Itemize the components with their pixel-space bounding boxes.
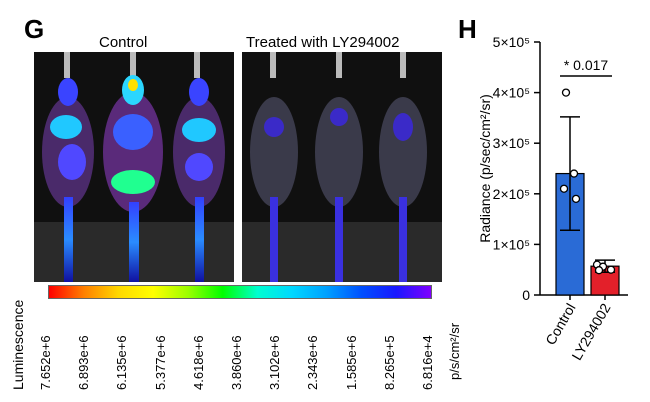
control-group-title: Control [99, 34, 148, 51]
control-mice-illustration [34, 52, 234, 282]
x-category-label: Control [542, 301, 578, 348]
control-bioluminescence-image [34, 52, 234, 282]
treated-mice-illustration [242, 52, 442, 282]
treated-bioluminescence-image [242, 52, 442, 282]
data-point [606, 265, 616, 274]
y-tick-label: 4×10⁵ [493, 85, 530, 101]
y-tick-label: 2×10⁵ [493, 186, 530, 202]
panel-g-letter: G [24, 14, 45, 44]
y-axis-label: Radiance (p/sec/cm²/sr) [477, 94, 493, 243]
luminescence-colorbar [48, 285, 432, 299]
data-point [561, 88, 571, 97]
significance-label: * 0.017 [564, 57, 609, 73]
y-tick-label: 3×10⁵ [493, 135, 530, 151]
y-tick-label: 5×10⁵ [493, 34, 530, 50]
treated-group-title: Treated with LY294002 [246, 34, 400, 51]
y-tick-label: 1×10⁵ [493, 236, 530, 252]
y-tick-label: 0 [522, 287, 530, 303]
data-point [569, 169, 579, 178]
data-point [571, 194, 581, 204]
data-point [594, 266, 604, 275]
panel-h-letter: H [458, 14, 477, 44]
data-point [559, 184, 569, 193]
